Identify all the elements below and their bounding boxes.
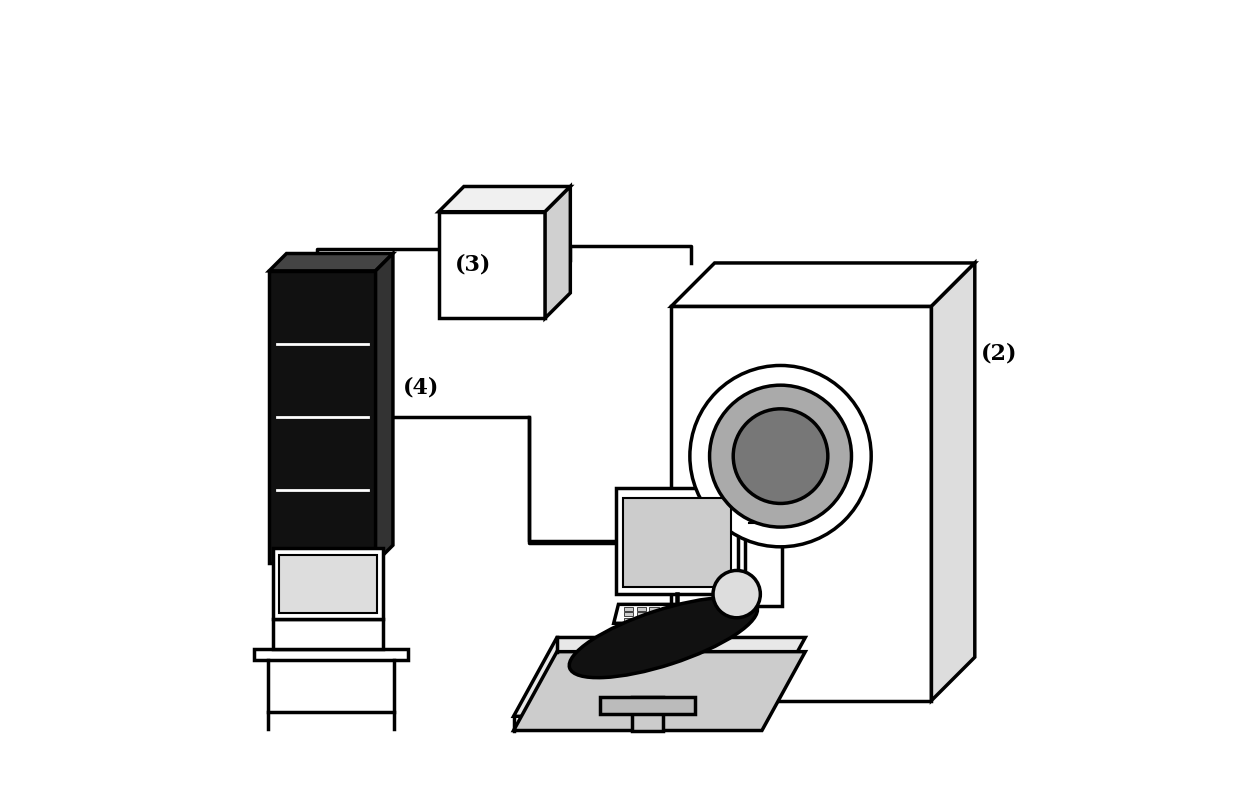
Text: (2): (2)	[981, 343, 1018, 364]
Text: (5): (5)	[295, 623, 331, 646]
Bar	[624, 607, 634, 611]
Polygon shape	[439, 187, 570, 212]
Circle shape	[689, 365, 872, 547]
Ellipse shape	[569, 597, 758, 678]
Circle shape	[713, 570, 760, 618]
Polygon shape	[931, 263, 975, 700]
Bar	[675, 607, 684, 611]
Polygon shape	[671, 263, 975, 306]
Bar	[269, 271, 376, 563]
Text: (3): (3)	[454, 254, 491, 276]
Bar	[712, 607, 722, 611]
Bar	[687, 612, 697, 616]
Bar	[624, 612, 634, 616]
Bar	[671, 306, 931, 700]
Bar	[254, 649, 408, 660]
Bar	[725, 607, 734, 611]
Bar	[439, 212, 546, 318]
Text: (6): (6)	[636, 530, 672, 552]
Polygon shape	[513, 652, 805, 730]
Bar	[675, 612, 684, 616]
Polygon shape	[546, 187, 570, 318]
Bar	[699, 607, 709, 611]
Bar	[616, 488, 738, 594]
Bar	[632, 696, 663, 730]
Bar	[687, 607, 697, 611]
Bar	[273, 549, 383, 619]
Bar	[624, 498, 732, 587]
Bar	[650, 612, 658, 616]
Bar	[712, 618, 722, 622]
Polygon shape	[614, 604, 743, 623]
Bar	[279, 555, 377, 613]
Bar	[600, 696, 694, 714]
Bar	[725, 612, 734, 616]
Circle shape	[733, 409, 828, 503]
Circle shape	[709, 385, 852, 527]
Bar	[636, 612, 646, 616]
Bar	[662, 618, 671, 622]
Bar	[634, 607, 720, 618]
Bar	[636, 618, 646, 622]
Bar	[725, 618, 734, 622]
Bar	[624, 618, 634, 622]
Polygon shape	[513, 638, 805, 716]
Bar	[636, 607, 646, 611]
Text: (1): (1)	[671, 703, 708, 725]
Polygon shape	[376, 253, 393, 563]
Bar	[675, 618, 684, 622]
Bar	[687, 618, 697, 622]
Bar	[662, 612, 671, 616]
Bar	[744, 484, 782, 606]
Bar	[650, 618, 658, 622]
Polygon shape	[269, 253, 393, 271]
Bar	[699, 612, 709, 616]
Bar	[699, 618, 709, 622]
Bar	[650, 607, 658, 611]
Bar	[712, 612, 722, 616]
Bar	[273, 619, 383, 649]
Bar	[662, 607, 671, 611]
Text: (4): (4)	[403, 376, 439, 399]
